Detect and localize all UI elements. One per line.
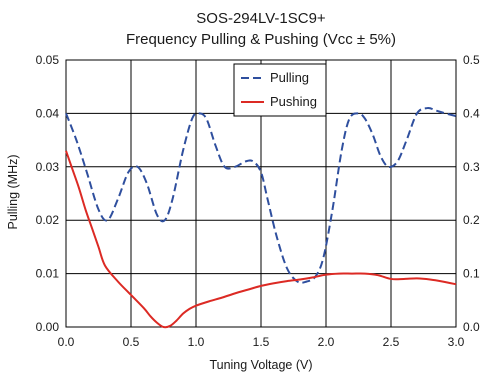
legend-pushing-label: Pushing [270, 94, 317, 109]
plot-frame [65, 59, 457, 328]
x-tick-label: 0.0 [58, 335, 75, 349]
y-axis-ticks: 0.00 0.01 0.02 0.03 0.04 0.05 [36, 53, 60, 334]
x-tick-label: 1.0 [188, 335, 205, 349]
x-tick-label: 2.5 [383, 335, 400, 349]
y2-tick-label: 0.2 [463, 213, 480, 227]
legend: Pulling Pushing [233, 63, 327, 117]
chart-subtitle: Frequency Pulling & Pushing (Vcc ± 5%) [126, 31, 396, 48]
series-line-pushing [65, 150, 457, 329]
y-tick-label: 0.00 [36, 320, 60, 334]
y2-tick-label: 0.4 [463, 106, 480, 120]
series-layer [65, 107, 457, 329]
series-line-pulling [65, 107, 457, 284]
y2-tick-label: 0.3 [463, 160, 480, 174]
y-tick-label: 0.04 [36, 106, 60, 120]
y-tick-label: 0.05 [36, 53, 60, 67]
y-tick-label: 0.03 [36, 160, 60, 174]
x-tick-label: 3.0 [448, 335, 465, 349]
x-axis-label: Tuning Voltage (V) [209, 358, 312, 372]
y2-tick-label: 0.1 [463, 267, 480, 281]
y2-tick-label: 0.5 [463, 53, 480, 67]
x-tick-label: 2.0 [318, 335, 335, 349]
chart-title: SOS-294LV-1SC9+ [196, 10, 326, 27]
y-tick-label: 0.01 [36, 267, 60, 281]
y-axis-label: Pulling (MHz) [6, 154, 20, 229]
x-tick-label: 0.5 [123, 335, 140, 349]
y-tick-label: 0.02 [36, 213, 60, 227]
y2-tick-label: 0.0 [463, 320, 480, 334]
x-tick-label: 1.5 [253, 335, 270, 349]
legend-box [233, 63, 327, 117]
y2-axis-ticks: 0.0 0.1 0.2 0.3 0.4 0.5 [463, 53, 480, 334]
x-axis-ticks: 0.0 0.5 1.0 1.5 2.0 2.5 3.0 [58, 335, 465, 349]
legend-pulling-label: Pulling [270, 70, 309, 85]
